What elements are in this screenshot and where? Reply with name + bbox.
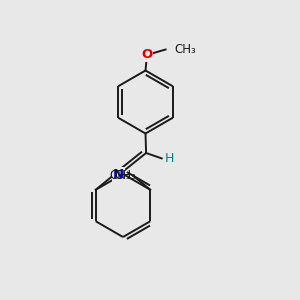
Text: CH₃: CH₃	[110, 169, 131, 182]
Text: O: O	[141, 48, 153, 62]
Text: CH₃: CH₃	[174, 43, 196, 56]
Text: H: H	[165, 152, 174, 166]
Text: CH₃: CH₃	[115, 169, 136, 182]
Text: N: N	[113, 168, 124, 181]
